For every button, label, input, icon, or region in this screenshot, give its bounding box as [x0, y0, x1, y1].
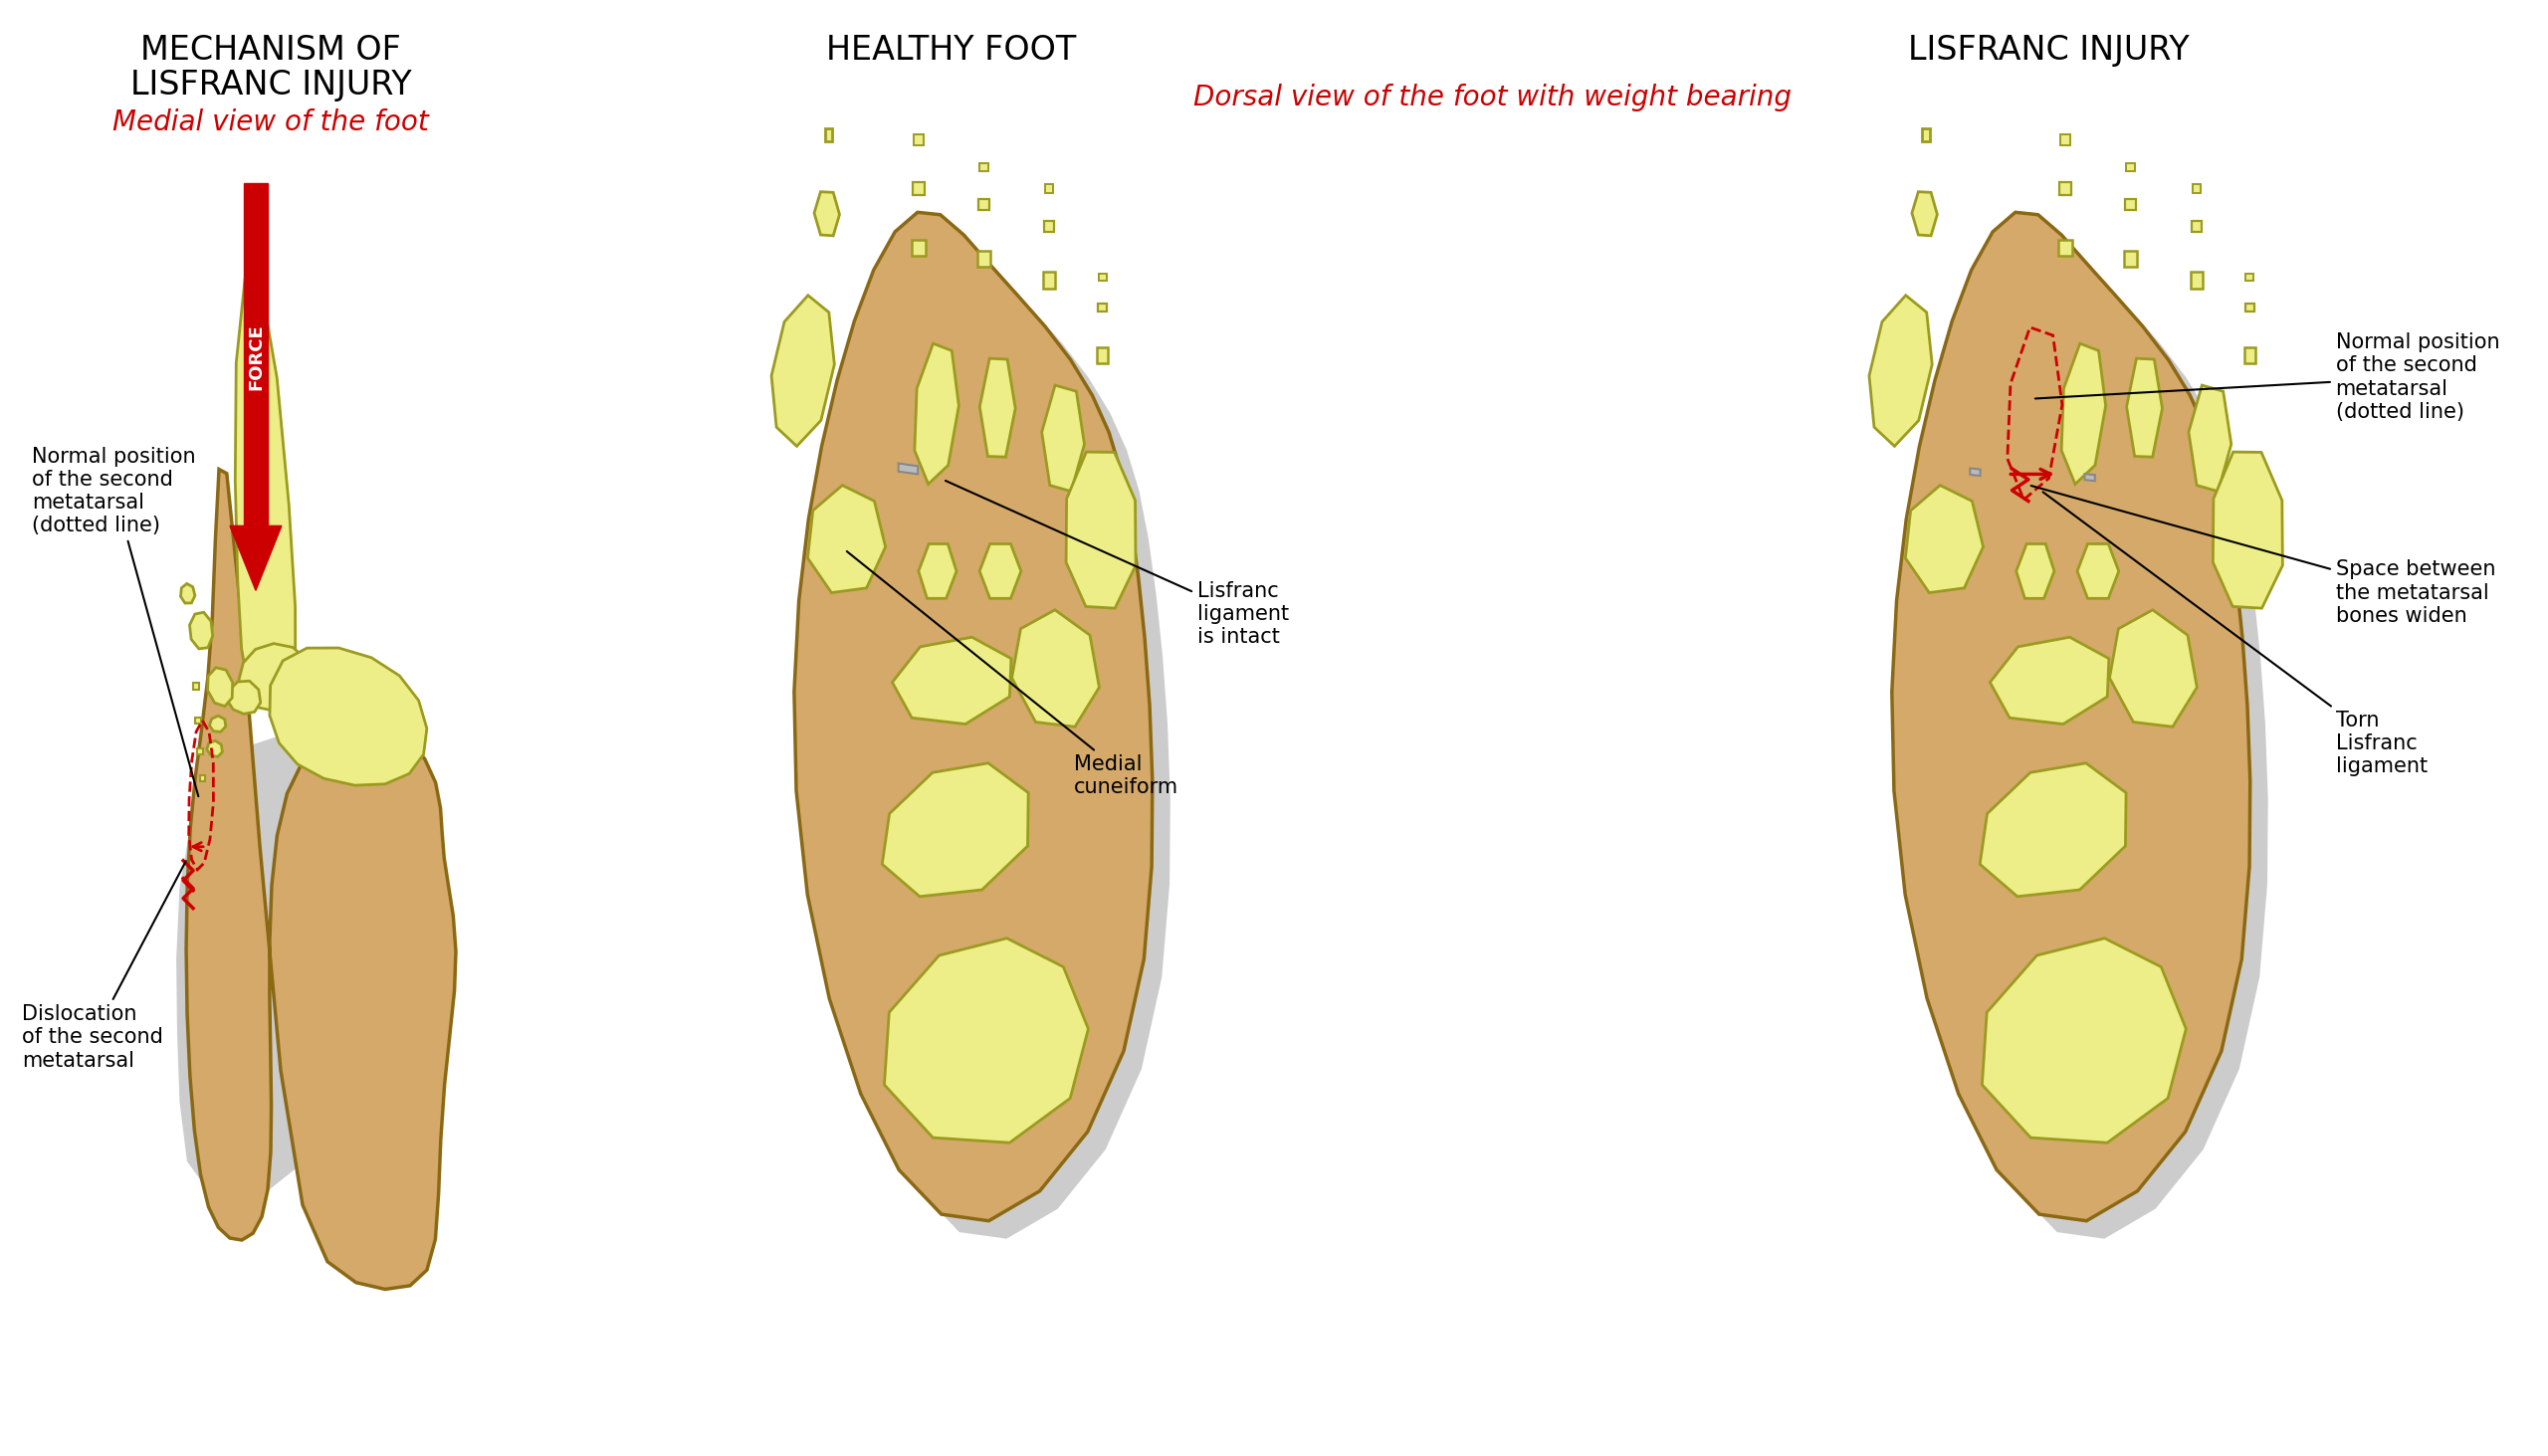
Polygon shape: [795, 213, 1152, 1220]
Polygon shape: [917, 545, 956, 598]
Polygon shape: [2191, 185, 2201, 192]
Text: MECHANISM OF: MECHANISM OF: [140, 33, 400, 67]
Polygon shape: [1911, 230, 2268, 1239]
Polygon shape: [2191, 221, 2201, 232]
Polygon shape: [892, 638, 1012, 724]
Text: Space between
the metatarsal
bones widen: Space between the metatarsal bones widen: [2031, 486, 2494, 626]
Polygon shape: [1012, 610, 1098, 727]
Polygon shape: [2191, 272, 2201, 288]
Polygon shape: [1098, 303, 1106, 312]
Polygon shape: [2059, 240, 2072, 256]
Text: HEALTHY FOOT: HEALTHY FOOT: [826, 33, 1075, 67]
Polygon shape: [1982, 938, 2186, 1143]
Polygon shape: [194, 683, 199, 689]
Polygon shape: [882, 763, 1029, 897]
Polygon shape: [196, 718, 201, 724]
Polygon shape: [2214, 451, 2283, 609]
Polygon shape: [2245, 274, 2252, 281]
Polygon shape: [912, 134, 922, 146]
Polygon shape: [1891, 213, 2250, 1220]
Text: Normal position
of the second
metatarsal
(dotted line): Normal position of the second metatarsal…: [2036, 332, 2500, 422]
Polygon shape: [2061, 344, 2105, 483]
Polygon shape: [912, 240, 925, 256]
Polygon shape: [884, 938, 1088, 1143]
Polygon shape: [915, 344, 958, 483]
Polygon shape: [2015, 545, 2054, 598]
Polygon shape: [2125, 163, 2135, 170]
Polygon shape: [240, 644, 311, 711]
Polygon shape: [2061, 134, 2069, 146]
Polygon shape: [1980, 763, 2125, 897]
Polygon shape: [912, 182, 925, 195]
Polygon shape: [1042, 386, 1085, 491]
Polygon shape: [1870, 296, 1931, 446]
Polygon shape: [1045, 272, 1055, 288]
Polygon shape: [1045, 221, 1055, 232]
Polygon shape: [978, 199, 989, 210]
Polygon shape: [209, 716, 227, 732]
Polygon shape: [234, 280, 296, 709]
Polygon shape: [978, 250, 991, 266]
Polygon shape: [808, 485, 887, 593]
Polygon shape: [186, 469, 456, 1289]
Text: Lisfranc
ligament
is intact: Lisfranc ligament is intact: [945, 480, 1289, 648]
Polygon shape: [2125, 250, 2138, 266]
Polygon shape: [181, 584, 196, 603]
Polygon shape: [1098, 348, 1108, 364]
Polygon shape: [199, 776, 204, 780]
Text: Dislocation
of the second
metatarsal: Dislocation of the second metatarsal: [23, 860, 186, 1070]
Text: Torn
Lisfranc
ligament: Torn Lisfranc ligament: [2043, 492, 2428, 776]
Polygon shape: [2245, 348, 2255, 364]
Text: Normal position
of the second
metatarsal
(dotted line): Normal position of the second metatarsal…: [33, 447, 199, 796]
Polygon shape: [1970, 469, 1980, 476]
Polygon shape: [189, 613, 211, 649]
Polygon shape: [772, 296, 833, 446]
Text: FORCE: FORCE: [247, 323, 265, 390]
Polygon shape: [2110, 610, 2196, 727]
Polygon shape: [2059, 182, 2072, 195]
Polygon shape: [196, 748, 204, 754]
Polygon shape: [206, 741, 222, 757]
Polygon shape: [2128, 358, 2163, 457]
Polygon shape: [1906, 485, 1982, 593]
Polygon shape: [813, 230, 1170, 1239]
Polygon shape: [1045, 185, 1052, 192]
Polygon shape: [2245, 303, 2255, 312]
Polygon shape: [1990, 638, 2110, 724]
Polygon shape: [978, 358, 1017, 457]
Polygon shape: [826, 128, 831, 141]
Polygon shape: [978, 163, 989, 170]
Text: Dorsal view of the foot with weight bearing: Dorsal view of the foot with weight bear…: [1192, 84, 1791, 112]
Polygon shape: [899, 463, 917, 475]
Polygon shape: [1098, 274, 1106, 281]
Polygon shape: [815, 192, 838, 236]
Polygon shape: [206, 668, 232, 706]
Text: LISFRANC INJURY: LISFRANC INJURY: [1908, 33, 2189, 67]
Polygon shape: [2189, 386, 2232, 491]
Text: Medial
cuneiform: Medial cuneiform: [846, 552, 1180, 798]
Text: LISFRANC INJURY: LISFRANC INJURY: [130, 68, 410, 102]
Polygon shape: [2125, 199, 2135, 210]
Text: Medial view of the foot: Medial view of the foot: [112, 109, 428, 137]
Polygon shape: [978, 545, 1022, 598]
Polygon shape: [1911, 192, 1936, 236]
FancyArrow shape: [229, 526, 283, 591]
Polygon shape: [1065, 451, 1136, 609]
Polygon shape: [227, 681, 260, 713]
Polygon shape: [270, 648, 428, 785]
Bar: [245, 183, 268, 531]
Polygon shape: [2077, 545, 2120, 598]
Polygon shape: [176, 731, 454, 1197]
Polygon shape: [2084, 473, 2094, 480]
Polygon shape: [1921, 128, 1929, 141]
